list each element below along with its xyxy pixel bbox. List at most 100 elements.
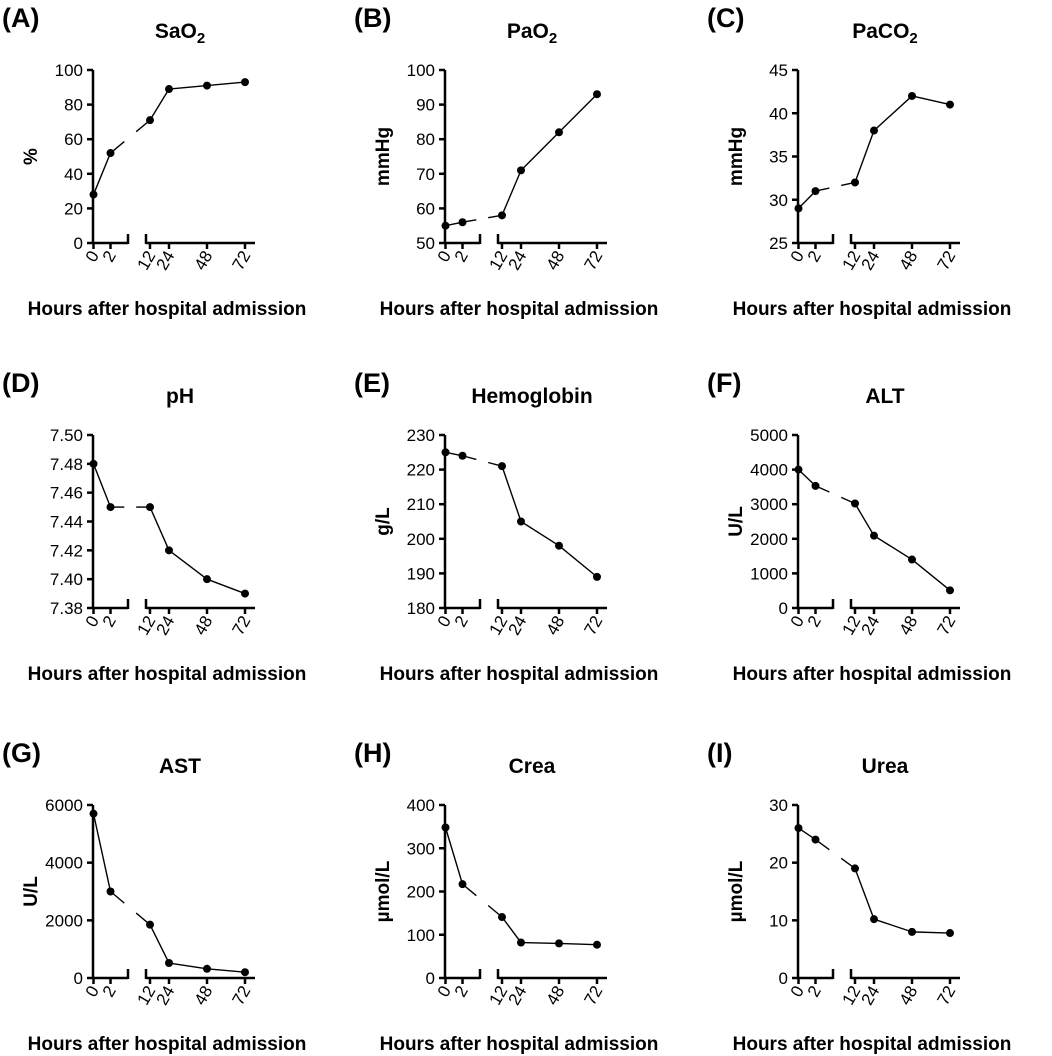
y-tick-label: 100 [407, 926, 435, 945]
series-line [873, 918, 913, 933]
data-point [165, 959, 173, 968]
y-tick-label: 60 [64, 130, 83, 149]
data-point [908, 927, 916, 936]
panel-label: (B) [354, 3, 391, 33]
series-line [168, 549, 208, 580]
x-tick-label: 24 [858, 248, 884, 274]
panel-label: (C) [707, 3, 744, 33]
data-point [517, 517, 525, 526]
y-tick-label: 20 [769, 854, 788, 873]
data-point [908, 555, 916, 564]
x-tick-label: 24 [858, 613, 884, 639]
panel-label: (A) [2, 3, 39, 33]
data-point [106, 503, 115, 512]
y-tick-label: 0 [74, 969, 83, 988]
data-point [794, 204, 803, 213]
y-axis-label: µmol/L [373, 860, 394, 922]
x-tick-label: 48 [896, 248, 922, 274]
data-point [555, 541, 563, 550]
y-tick-label: 0 [779, 599, 788, 618]
panel-label: (I) [707, 738, 732, 768]
data-point [851, 864, 859, 873]
data-point [870, 915, 878, 924]
y-tick-label: 1000 [750, 564, 788, 583]
data-point [89, 459, 98, 468]
series-line [149, 924, 170, 964]
chart-title-main: PaCO [852, 20, 909, 43]
y-tick-label: 7.48 [50, 455, 83, 474]
data-point [203, 81, 211, 90]
x-tick-label: 48 [191, 613, 217, 639]
x-axis-label: Hours after hospital admission [380, 664, 659, 685]
panel-label: (D) [2, 368, 39, 398]
data-point [870, 531, 878, 540]
series-line [873, 535, 913, 561]
y-tick-label: 4000 [750, 461, 788, 480]
x-tick-label: 2 [804, 983, 825, 1001]
x-tick-label: 2 [451, 983, 472, 1001]
y-tick-label: 0 [74, 234, 83, 253]
data-point [517, 166, 525, 175]
series-line [92, 813, 112, 892]
chart-title-main: Urea [862, 755, 909, 778]
y-axis-label: µmol/L [726, 860, 747, 922]
data-point [89, 809, 98, 818]
data-point [946, 586, 954, 595]
x-axis-label: Hours after hospital admission [380, 299, 659, 320]
series-line [558, 93, 598, 133]
y-tick-label: 7.44 [50, 513, 83, 532]
chart-title-sub: 2 [549, 30, 557, 47]
chart-title-main: SaO [155, 20, 197, 43]
x-axis-label: Hours after hospital admission [733, 299, 1012, 320]
y-tick-label: 3000 [750, 495, 788, 514]
y-tick-label: 100 [55, 61, 83, 80]
data-point [593, 572, 601, 581]
data-point [946, 100, 954, 109]
y-tick-label: 30 [769, 796, 788, 815]
series-line [501, 465, 522, 522]
y-tick-label: 220 [407, 461, 435, 480]
y-tick-label: 200 [407, 530, 435, 549]
y-tick-label: 80 [416, 130, 435, 149]
y-tick-label: 6000 [45, 796, 83, 815]
data-point [203, 964, 211, 973]
x-tick-label: 48 [896, 613, 922, 639]
chart-title: pH [166, 385, 194, 408]
y-tick-label: 80 [64, 96, 83, 115]
x-tick-label: 2 [804, 613, 825, 631]
y-tick-label: 60 [416, 199, 435, 218]
data-point [794, 824, 803, 833]
series-line [168, 962, 208, 970]
series-line [206, 81, 246, 87]
x-tick-label: 72 [934, 613, 960, 639]
y-tick-label: 400 [407, 796, 435, 815]
data-point [811, 187, 820, 196]
data-point [498, 211, 506, 220]
data-point [498, 462, 506, 471]
chart-title-sub: 2 [909, 30, 917, 47]
data-point [851, 178, 859, 187]
x-tick-label: 48 [543, 613, 569, 639]
x-tick-label: 24 [153, 983, 179, 1009]
x-tick-label: 72 [581, 248, 607, 274]
data-point [106, 887, 115, 896]
y-tick-label: 0 [426, 969, 435, 988]
x-tick-label: 2 [99, 613, 120, 631]
y-axis-label: % [21, 148, 42, 165]
data-point [870, 126, 878, 135]
y-tick-label: 40 [64, 165, 83, 184]
y-tick-label: 180 [407, 599, 435, 618]
y-tick-label: 7.46 [50, 484, 83, 503]
y-tick-label: 2000 [45, 911, 83, 930]
series-line [149, 88, 170, 121]
y-tick-label: 70 [416, 165, 435, 184]
